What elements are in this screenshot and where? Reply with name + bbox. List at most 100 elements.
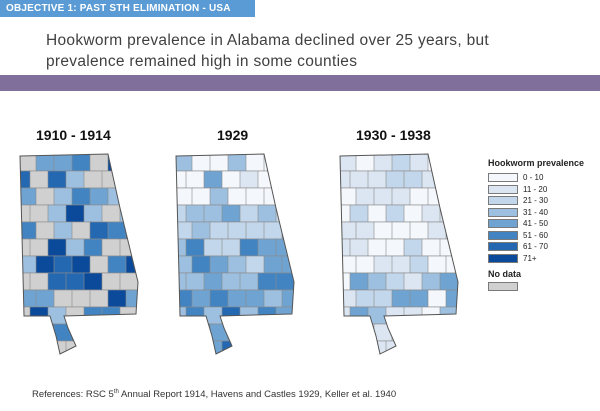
county-cell — [209, 187, 230, 206]
county-cell — [125, 323, 138, 342]
alabama-map-1929 — [175, 153, 295, 355]
county-cell — [439, 340, 458, 354]
references: References: RSC 5th Annual Report 1914, … — [32, 389, 396, 400]
county-cell — [35, 187, 56, 206]
county-cell — [257, 238, 278, 257]
county-cell — [83, 170, 104, 189]
county-cell — [373, 154, 394, 172]
county-cell — [257, 204, 278, 223]
legend-swatch — [488, 207, 518, 217]
legend-label: 0 - 10 — [523, 173, 544, 183]
county-cell — [20, 323, 38, 342]
legend-row: 31 - 40 — [488, 207, 584, 219]
county-cell — [65, 238, 86, 257]
county-cell — [29, 238, 50, 257]
county-cell — [281, 154, 294, 172]
county-cell — [281, 289, 294, 308]
county-cell — [107, 255, 128, 274]
county-cell — [340, 238, 352, 257]
county-cell — [83, 238, 104, 257]
county-cell — [227, 255, 248, 274]
divider-band — [0, 75, 600, 91]
county-cell — [427, 255, 448, 274]
county-cell — [176, 289, 194, 308]
county-cell — [119, 170, 138, 189]
county-cell — [71, 289, 92, 308]
county-cell — [421, 340, 442, 354]
county-cell — [20, 154, 38, 172]
county-cell — [176, 204, 188, 223]
county-cell — [239, 340, 260, 354]
county-cell — [29, 204, 50, 223]
county-cell — [203, 204, 224, 223]
county-cell — [71, 255, 92, 274]
county-cell — [421, 170, 442, 189]
county-cell — [340, 154, 358, 172]
county-cell — [35, 255, 56, 274]
legend-classes: 0 - 10 11 - 20 21 - 30 31 - 40 41 - 50 51 - 6… — [488, 172, 584, 264]
county-cell — [53, 221, 74, 240]
county-cell — [53, 255, 74, 274]
county-cell — [20, 221, 38, 240]
county-cell — [35, 154, 56, 172]
county-cell — [71, 154, 92, 172]
county-cell — [20, 204, 32, 223]
county-cell — [101, 238, 122, 257]
county-cell — [409, 154, 430, 172]
county-cell — [101, 272, 122, 291]
county-cell — [373, 289, 394, 308]
county-cell — [65, 204, 86, 223]
county-cell — [239, 170, 260, 189]
county-cell — [409, 187, 430, 206]
county-cell — [101, 306, 122, 325]
county-cell — [355, 323, 376, 342]
county-cell — [355, 221, 376, 240]
county-cell — [29, 170, 50, 189]
objective-banner: OBJECTIVE 1: PAST STH ELIMINATION - USA — [0, 0, 255, 17]
legend-swatch — [488, 253, 518, 263]
county-cell — [385, 204, 406, 223]
county-cell — [29, 272, 50, 291]
county-cell — [245, 154, 266, 172]
county-cell — [83, 272, 104, 291]
county-cell — [227, 323, 248, 342]
county-cell — [20, 340, 32, 354]
legend-label: 31 - 40 — [523, 207, 548, 217]
county-cell — [391, 323, 412, 342]
county-cell — [65, 272, 86, 291]
county-cell — [119, 340, 138, 354]
county-cell — [391, 289, 412, 308]
county-cell — [349, 272, 370, 291]
county-cell — [421, 272, 442, 291]
county-cell — [409, 289, 430, 308]
county-cell — [89, 255, 110, 274]
county-cell — [349, 170, 370, 189]
county-cell — [445, 289, 458, 308]
county-cell — [125, 187, 138, 206]
county-cell — [239, 272, 260, 291]
references-superscript: th — [113, 389, 119, 395]
state-outline — [19, 153, 139, 355]
county-cell — [176, 340, 188, 354]
county-cell — [53, 289, 74, 308]
county-cell — [367, 272, 388, 291]
county-cell — [445, 154, 458, 172]
county-cell — [221, 238, 242, 257]
county-cell — [191, 289, 212, 308]
county-cell — [221, 204, 242, 223]
county-cell — [403, 204, 424, 223]
county-cell — [209, 221, 230, 240]
county-cell — [20, 238, 32, 257]
county-cell — [176, 255, 194, 274]
county-cell — [239, 238, 260, 257]
county-cell — [20, 170, 32, 189]
county-cell — [191, 255, 212, 274]
legend-title: Hookworm prevalence — [488, 158, 585, 168]
county-cell — [367, 170, 388, 189]
county-cell — [355, 255, 376, 274]
county-cell — [191, 221, 212, 240]
county-cell — [221, 272, 242, 291]
county-cell — [71, 323, 92, 342]
map-legend: Hookworm prevalence 0 - 10 11 - 20 21 - 30… — [488, 158, 584, 291]
county-cell — [403, 238, 424, 257]
